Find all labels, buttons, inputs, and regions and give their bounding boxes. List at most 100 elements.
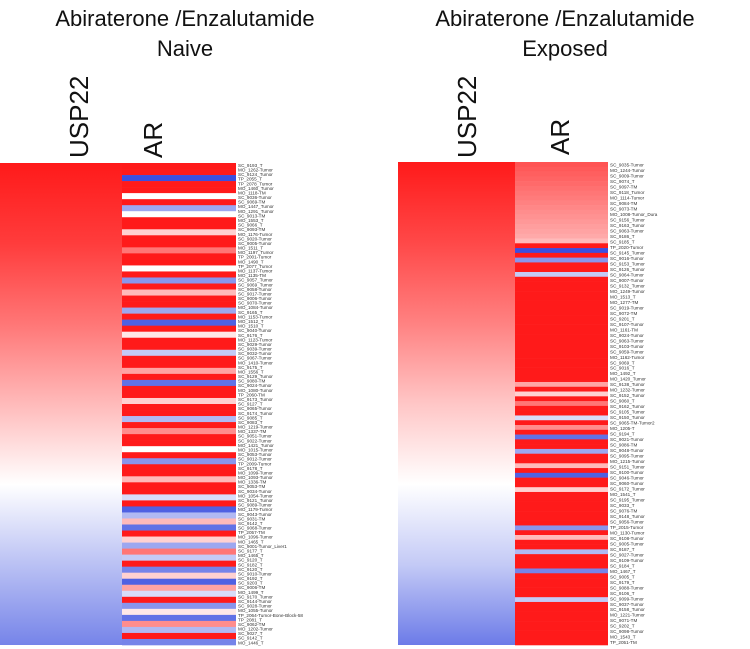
row-label: SC_9048-Tumor: [610, 448, 644, 453]
row-label: SC_9060_T: [610, 399, 635, 404]
ar-cell: [515, 520, 608, 526]
row-label: SC_9064-Tumor: [610, 272, 644, 277]
ar-cell: [515, 315, 608, 321]
row-label: SC_9020-Tumor: [238, 236, 272, 241]
ar-cell: [515, 549, 608, 555]
ar-cell: [515, 248, 608, 254]
row-label: MO_1420_Tumor: [610, 377, 646, 382]
ar-cell: [122, 181, 236, 188]
row-label: SC_9022-Tumor: [238, 438, 272, 443]
row-label: SC_9056-Tumor: [610, 519, 644, 524]
ar-cell: [515, 501, 608, 507]
row-label: SC_9089-Tumor: [238, 503, 272, 508]
ar-cell: [122, 211, 236, 218]
row-label: SC_9065-Tumor: [238, 406, 272, 411]
row-label: TP_2055_T: [238, 177, 262, 182]
ar-cell: [515, 171, 608, 177]
row-label: MO_1099-Tumor: [238, 470, 273, 475]
ar-cell: [122, 217, 236, 224]
ar-cell: [515, 291, 608, 297]
row-label: SC_9053-TM: [238, 484, 265, 489]
ar-cell: [122, 247, 236, 254]
row-label: SC_9099-Tumor: [610, 596, 644, 601]
ar-cell: [515, 606, 608, 612]
row-label: SC_9037-Tumor: [610, 602, 644, 607]
ar-cell: [515, 262, 608, 268]
ar-cell: [515, 535, 608, 541]
ar-cell: [122, 446, 236, 453]
row-label: SC_9178_T: [238, 466, 263, 471]
row-label: SC_9174_Tumor: [238, 411, 273, 416]
ar-cell: [515, 195, 608, 201]
row-label: SC_9031-TM: [238, 516, 265, 521]
row-label: MO_1541_T: [610, 492, 636, 497]
row-label: MO_1336-TM: [238, 480, 267, 485]
ar-cell: [515, 219, 608, 225]
row-label: MO_1123-Tumor: [238, 337, 273, 342]
ar-cell: [515, 544, 608, 550]
row-label: SC_9036-Tumor: [238, 195, 272, 200]
ar-cell: [515, 453, 608, 459]
ar-cell: [122, 482, 236, 489]
row-label: MO_1114-Tumor: [610, 196, 645, 201]
ar-cell: [122, 187, 236, 194]
ar-cell: [122, 506, 236, 513]
row-label: SC_9043-Tumor: [238, 512, 272, 517]
ar-cell: [515, 381, 608, 388]
row-label: SC_9163_Tumor: [610, 223, 645, 228]
ar-cell: [515, 209, 608, 215]
row-label: SC_9019-Tumor: [610, 305, 644, 310]
ar-cell: [122, 385, 236, 393]
row-label: SC_9201_T: [610, 316, 635, 321]
ar-cell: [515, 271, 608, 278]
row-label: MO_1197_Tumor: [238, 250, 274, 255]
ar-cell: [515, 281, 608, 287]
row-label: MO_1153-Tumor: [238, 314, 273, 319]
ar-cell: [515, 477, 608, 483]
ar-cell: [515, 267, 608, 273]
row-label: SC_9046-Tumor: [610, 476, 644, 481]
ar-cell: [122, 542, 236, 549]
row-label: SC_9192_T: [238, 576, 263, 581]
row-label: SC_9016_T: [610, 366, 635, 371]
row-label: SC_9070-Tumor: [238, 301, 272, 306]
row-label: MO_1219-Tumor: [238, 425, 273, 430]
ar-cell: [122, 554, 236, 561]
row-label: SC_9088-Tumor: [610, 585, 644, 590]
ar-cell: [515, 358, 608, 364]
row-label: SC_9105_Tumor: [610, 410, 645, 415]
ar-cell: [122, 241, 236, 248]
row-label: MO_1162-Tumor: [610, 355, 645, 360]
row-label: MO_1277-TM: [610, 300, 639, 305]
ar-cell: [515, 472, 608, 478]
ar-cell: [515, 377, 608, 383]
ar-cell: [122, 584, 236, 592]
row-label: SC_9127_T: [238, 402, 263, 407]
ar-cell: [122, 500, 236, 507]
row-label: MO_1249-Tumor: [610, 289, 645, 294]
row-label: MO_1446_T: [238, 640, 264, 645]
row-label: SC_9100-Tumor: [610, 470, 644, 475]
row-label: SC_9058-Tumor: [238, 287, 272, 292]
row-label: SC_9009-Tumor: [610, 174, 644, 179]
ar-cell: [122, 494, 236, 501]
row-label: TP_2060-TM: [238, 392, 265, 397]
left-title-line1: Abiraterone /Enzalutamide: [55, 6, 315, 31]
ar-cell: [515, 190, 608, 196]
ar-cell: [122, 325, 236, 333]
row-label: SC_9103-Tumor: [610, 344, 644, 349]
ar-cell: [515, 578, 608, 584]
row-label: MO_1337-TM: [238, 429, 267, 434]
ar-cell: [122, 410, 236, 417]
row-label: SC_9005-Tumor: [610, 541, 644, 546]
ar-cell: [515, 310, 608, 316]
row-label: SC_9202_T: [610, 624, 635, 629]
row-label: MO_1215-Tumor: [610, 459, 645, 464]
ar-cell: [122, 331, 236, 339]
row-label: SC_9069_T: [610, 360, 635, 365]
row-label: SC_9029-Tumor: [238, 342, 272, 347]
row-label: SC_9138_Tumor: [610, 382, 645, 387]
row-label: SC_9053-Tumor: [238, 452, 272, 457]
ar-cell: [515, 587, 608, 593]
